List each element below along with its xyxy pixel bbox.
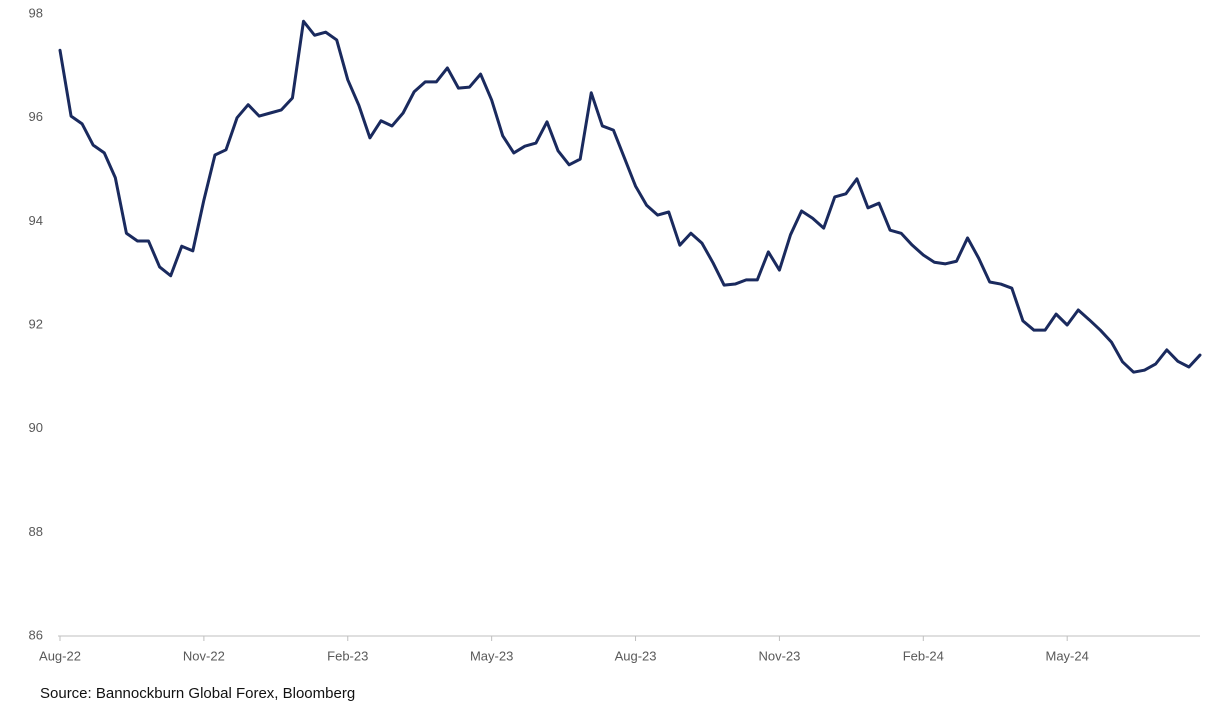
y-tick-label: 98 bbox=[29, 5, 43, 20]
y-tick-label: 86 bbox=[29, 627, 43, 642]
x-tick-label: Nov-23 bbox=[758, 648, 800, 663]
y-tick-label: 96 bbox=[29, 109, 43, 124]
x-tick-label: Feb-24 bbox=[903, 648, 944, 663]
x-tick-label: Nov-22 bbox=[183, 648, 225, 663]
source-note: Source: Bannockburn Global Forex, Bloomb… bbox=[40, 685, 355, 702]
x-tick-label: May-24 bbox=[1046, 648, 1089, 663]
y-tick-label: 92 bbox=[29, 316, 43, 331]
x-tick-label: Aug-22 bbox=[39, 648, 81, 663]
x-tick-label: Feb-23 bbox=[327, 648, 368, 663]
x-tick-label: Aug-23 bbox=[615, 648, 657, 663]
data-line bbox=[58, 19, 1202, 374]
y-tick-label: 94 bbox=[29, 213, 43, 228]
x-tick-label: May-23 bbox=[470, 648, 513, 663]
y-tick-label: 88 bbox=[29, 524, 43, 539]
y-tick-label: 90 bbox=[29, 420, 43, 435]
